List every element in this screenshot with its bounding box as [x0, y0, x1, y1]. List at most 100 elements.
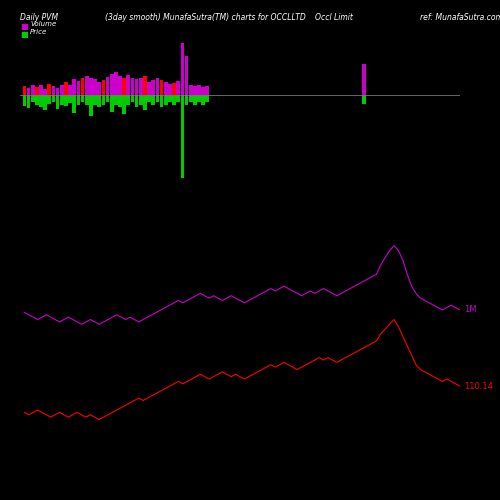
Bar: [118, 95, 122, 108]
Bar: [160, 80, 164, 95]
Bar: [168, 95, 172, 102]
Bar: [160, 95, 164, 108]
Bar: [93, 95, 97, 104]
Bar: [76, 95, 80, 104]
Bar: [126, 75, 130, 95]
Bar: [72, 95, 76, 112]
Bar: [60, 86, 64, 95]
Bar: [110, 95, 114, 112]
Bar: [44, 89, 47, 95]
Bar: [130, 95, 134, 102]
Bar: [52, 95, 56, 102]
Bar: [80, 95, 84, 102]
Bar: [206, 95, 209, 102]
Bar: [106, 76, 110, 95]
Bar: [22, 86, 26, 95]
Bar: [148, 82, 151, 95]
Bar: [31, 95, 34, 102]
Bar: [102, 80, 105, 95]
Bar: [168, 84, 172, 95]
Bar: [139, 95, 142, 104]
Bar: [114, 95, 117, 104]
Bar: [139, 78, 142, 95]
Bar: [31, 84, 34, 95]
Bar: [164, 95, 168, 104]
Bar: [102, 95, 105, 104]
Bar: [206, 86, 209, 95]
Bar: [156, 78, 160, 95]
Bar: [35, 95, 38, 104]
Bar: [197, 95, 201, 102]
Bar: [143, 76, 147, 95]
Text: Volume: Volume: [30, 22, 56, 28]
Bar: [148, 95, 151, 102]
Bar: [85, 76, 88, 95]
Bar: [93, 79, 97, 95]
Bar: [35, 87, 38, 95]
Text: Price: Price: [30, 29, 47, 35]
Bar: [184, 95, 188, 104]
Bar: [114, 72, 117, 95]
Bar: [26, 95, 30, 108]
Text: ■: ■: [20, 30, 28, 39]
Bar: [189, 95, 192, 102]
Bar: [180, 95, 184, 178]
Bar: [39, 86, 43, 95]
Bar: [172, 82, 176, 95]
Bar: [52, 86, 56, 95]
Bar: [48, 95, 51, 104]
Bar: [197, 86, 201, 95]
Bar: [180, 42, 184, 95]
Bar: [362, 95, 366, 104]
Bar: [64, 82, 68, 95]
Bar: [89, 78, 92, 95]
Bar: [26, 88, 30, 95]
Bar: [152, 95, 155, 104]
Bar: [202, 95, 205, 104]
Text: 110.14: 110.14: [464, 382, 493, 390]
Bar: [189, 84, 192, 95]
Bar: [176, 95, 180, 102]
Text: ■: ■: [20, 22, 28, 32]
Bar: [172, 95, 176, 104]
Bar: [98, 95, 101, 108]
Bar: [89, 95, 92, 116]
Bar: [122, 78, 126, 95]
Bar: [193, 95, 196, 104]
Bar: [98, 82, 101, 95]
Bar: [362, 64, 366, 95]
Bar: [76, 81, 80, 95]
Bar: [68, 95, 72, 103]
Bar: [60, 95, 64, 104]
Bar: [130, 78, 134, 95]
Bar: [68, 84, 72, 95]
Bar: [72, 79, 76, 95]
Bar: [152, 80, 155, 95]
Bar: [110, 74, 114, 95]
Bar: [143, 95, 147, 110]
Bar: [184, 56, 188, 95]
Bar: [39, 95, 43, 108]
Bar: [118, 76, 122, 95]
Bar: [202, 87, 205, 95]
Bar: [85, 95, 88, 104]
Bar: [80, 78, 84, 95]
Text: ref: MunafaSutra.com: ref: MunafaSutra.com: [420, 12, 500, 22]
Bar: [48, 84, 51, 95]
Bar: [56, 95, 59, 109]
Bar: [135, 95, 138, 108]
Bar: [56, 88, 59, 95]
Bar: [164, 82, 168, 95]
Bar: [176, 81, 180, 95]
Bar: [22, 95, 26, 106]
Bar: [64, 95, 68, 106]
Bar: [126, 95, 130, 104]
Bar: [122, 95, 126, 114]
Bar: [135, 79, 138, 95]
Bar: [193, 86, 196, 95]
Bar: [156, 95, 160, 102]
Text: Occl Limit: Occl Limit: [315, 12, 353, 22]
Bar: [106, 95, 110, 102]
Text: 1M: 1M: [464, 306, 477, 314]
Text: (3day smooth) MunafaSutra(TM) charts for OCCLLTD: (3day smooth) MunafaSutra(TM) charts for…: [105, 12, 306, 22]
